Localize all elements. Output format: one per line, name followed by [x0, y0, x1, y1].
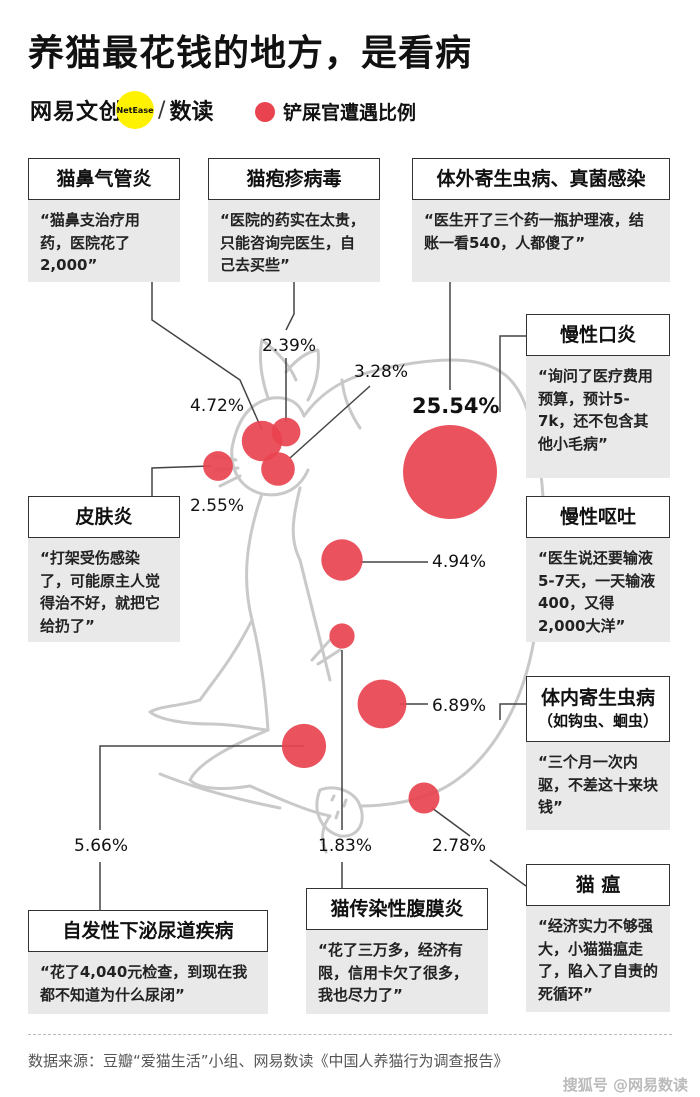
brand-badge: NetEase	[116, 91, 155, 129]
card-title: 猫传染性腹膜炎	[306, 888, 488, 930]
pct-label: 6.89%	[432, 696, 487, 716]
card-quote: “医生开了三个药一瓶护理液，结账一看540，人都傻了”	[412, 200, 670, 282]
bubble-6	[357, 679, 407, 729]
pct-label: 5.66%	[74, 836, 129, 856]
card-title-main: 体内寄生虫病	[540, 687, 655, 709]
pct-label: 3.28%	[354, 362, 409, 382]
pct-label: 2.55%	[190, 496, 245, 516]
leader-line-11	[431, 807, 471, 837]
bubble-5	[321, 539, 363, 581]
card-title: 慢性呕吐	[526, 496, 670, 538]
pct-label: 2.39%	[262, 336, 317, 356]
leader-line-4	[289, 385, 371, 459]
card-quote: “三个月一次内驱，不差这十来块钱”	[526, 742, 670, 830]
pct-label: 2.78%	[432, 836, 487, 856]
watermark: 搜狐号 @网易数读	[562, 1076, 688, 1094]
pct-label: 1.83%	[318, 836, 373, 856]
card-quote: “医院的药实在太贵，只能咨询完医生，自己去买些”	[208, 200, 380, 282]
card-quote: “打架受伤感染了，可能原主人觉得治不好，就把它给扔了”	[28, 538, 180, 642]
leader-line-3	[499, 335, 526, 412]
brand-name: 网易文创	[30, 100, 123, 125]
legend-label: 铲屎官遭遇比例	[283, 102, 417, 124]
card-title: 皮肤炎	[28, 496, 180, 538]
bubble-8	[329, 623, 355, 649]
card-quote: “花了三万多，经济有限，信用卡欠了很多，我也尽力了”	[306, 930, 488, 1014]
bubble-9	[408, 782, 440, 814]
leader-line-8	[499, 703, 526, 720]
leader-line-1	[285, 282, 295, 422]
card-title: 自发性下泌尿道疾病	[28, 910, 268, 952]
card-title: 猫疱疹病毒	[208, 158, 380, 200]
bubble-1	[271, 417, 301, 447]
card-title: 猫 瘟	[526, 864, 670, 906]
leader-line-9	[99, 745, 304, 910]
card-quote: “猫鼻支治疗用药，医院花了2,000”	[28, 200, 180, 282]
leader-line-0	[151, 282, 263, 431]
card-title: 慢性口炎	[526, 314, 670, 356]
card-quote: “医生说还要输液5-7天，一天输液400，又得2,000大洋”	[526, 538, 670, 642]
card-quote: “经济实力不够强大，小猫猫瘟走了，陷入了自责的死循环”	[526, 906, 670, 1012]
pct-label: 4.72%	[190, 396, 245, 416]
divider	[28, 1034, 672, 1035]
source-note: 数据来源：豆瓣“爱猫生活”小组、网易数读《中国人养猫行为调查报告》	[28, 1052, 509, 1070]
brand-logo: 网易文创 NetEase / 数读	[30, 91, 214, 129]
page-title: 养猫最花钱的地方，是看病	[28, 33, 473, 74]
bubble-2	[403, 425, 497, 519]
legend-dot-icon	[255, 101, 275, 122]
pct-label: 25.54%	[412, 394, 500, 418]
leader-line-5	[151, 465, 211, 496]
leader-line-12	[489, 859, 527, 887]
card-quote: “询问了医疗费用预算，预计5-7k，还不包含其他小毛病”	[526, 356, 670, 478]
card-title: 猫鼻气管炎	[28, 158, 180, 200]
pct-label: 4.94%	[432, 552, 487, 572]
bubble-3	[261, 452, 295, 486]
brand-sub: 数读	[169, 100, 214, 125]
bubble-4	[203, 451, 233, 481]
card-title: 体内寄生虫病 （如钩虫、蛔虫）	[526, 676, 670, 742]
bubble-7	[281, 723, 327, 769]
brand-divider: /	[158, 97, 166, 123]
card-quote: “花了4,040元检查，到现在我都不知道为什么尿闭”	[28, 952, 268, 1014]
card-title-sub: （如钩虫、蛔虫）	[537, 712, 658, 730]
legend: 铲屎官遭遇比例	[255, 98, 416, 125]
card-title: 体外寄生虫病、真菌感染	[412, 158, 670, 200]
